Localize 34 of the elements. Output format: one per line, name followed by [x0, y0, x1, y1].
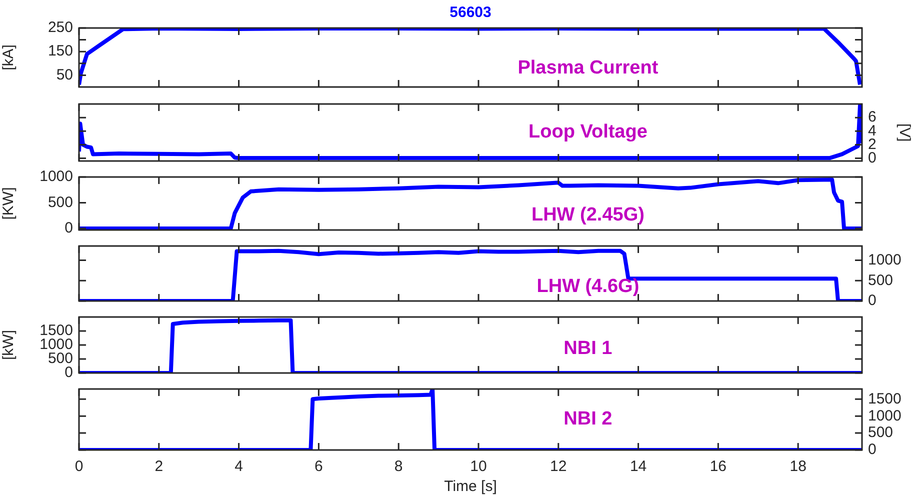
- annotation: Plasma Current: [518, 57, 659, 78]
- x-tick-label: 16: [710, 458, 727, 476]
- y-tick-label: 500: [48, 194, 73, 211]
- annotation: LHW (4.6G): [536, 276, 640, 297]
- y-tick-label: 50: [56, 66, 73, 84]
- y-axis-title: [kW]: [0, 330, 18, 360]
- x-axis-title: Time [s]: [444, 478, 497, 496]
- x-tick-label: 6: [314, 458, 323, 476]
- annotation: NBI 2: [564, 408, 612, 430]
- y-axis-title: [kA]: [0, 44, 18, 70]
- x-tick-label: 10: [470, 458, 487, 476]
- annotation: Loop Voltage: [528, 122, 648, 143]
- x-tick-label: 2: [154, 458, 164, 476]
- x-tick-label: 4: [234, 458, 243, 476]
- y-tick-label: 1000: [40, 168, 73, 186]
- y-tick-label: 250: [48, 19, 73, 36]
- x-tick-label: 8: [394, 458, 403, 476]
- y-tick-label: 0: [868, 441, 876, 458]
- y-tick-label: 1000: [868, 251, 902, 268]
- annotation: LHW (2.45G): [531, 204, 644, 226]
- y-tick-label: 0: [64, 220, 73, 237]
- chart-title: 56603: [450, 4, 492, 22]
- y-axis-title: [KW]: [0, 187, 18, 220]
- y-tick-label: 500: [868, 424, 894, 442]
- y-tick-label: 500: [868, 272, 894, 289]
- y-tick-label: 150: [48, 42, 73, 60]
- y-tick-label: 1500: [868, 390, 902, 408]
- x-tick-label: 18: [790, 458, 806, 476]
- y-axis-title: [V]: [896, 123, 913, 142]
- x-tick-label: 14: [630, 458, 647, 476]
- x-tick-label: 12: [550, 458, 567, 476]
- annotation: NBI 1: [564, 338, 613, 360]
- y-tick-label: 0: [868, 292, 876, 310]
- y-tick-label: 1000: [868, 407, 902, 424]
